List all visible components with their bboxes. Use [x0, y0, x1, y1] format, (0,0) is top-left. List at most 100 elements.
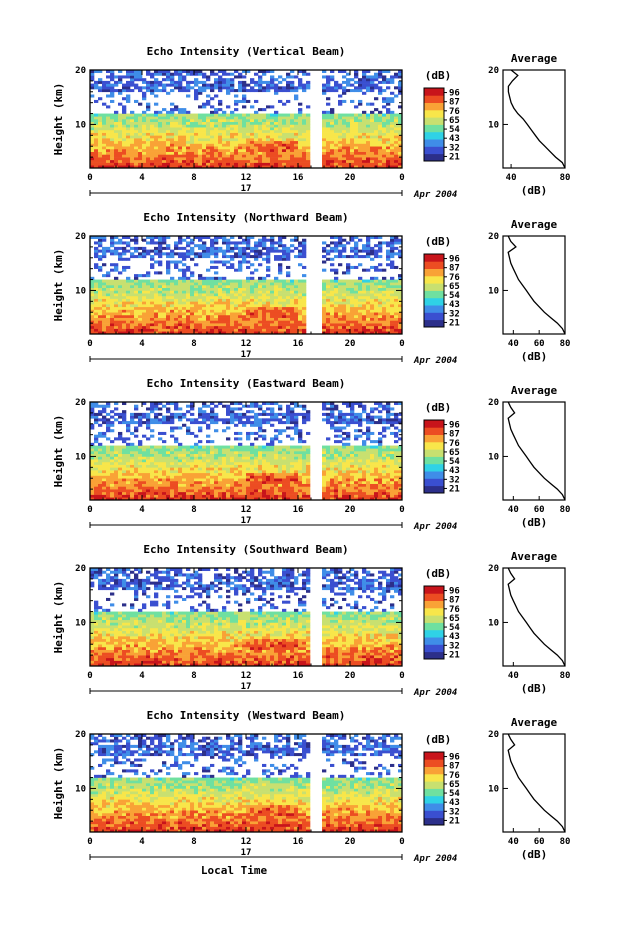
- heatmap-cell: [178, 108, 183, 112]
- heatmap-cell: [170, 80, 175, 84]
- heatmap-cell: [326, 146, 331, 150]
- heatmap-cell: [326, 290, 331, 294]
- heatmap-cell: [226, 132, 231, 136]
- heatmap-cell: [290, 279, 295, 283]
- heatmap-cell: [242, 279, 247, 283]
- heatmap-cell: [142, 132, 147, 136]
- heatmap-cell: [94, 116, 99, 120]
- heatmap-cell: [302, 320, 307, 324]
- heatmap-cell: [194, 121, 199, 125]
- heatmap-cell: [370, 497, 375, 501]
- heatmap-cell: [98, 143, 103, 147]
- heatmap-cell: [174, 113, 179, 117]
- heatmap-cell: [94, 83, 99, 87]
- x-tick-label: 4: [139, 339, 145, 349]
- heatmap-cell: [226, 72, 231, 76]
- heatmap-cell: [334, 282, 339, 286]
- heatmap-cell: [110, 331, 115, 335]
- heatmap-cell: [90, 290, 95, 294]
- heatmap-cell: [102, 135, 107, 139]
- heatmap-cell: [246, 119, 251, 123]
- heatmap-cell: [202, 287, 207, 291]
- heatmap-cell: [126, 116, 131, 120]
- heatmap-cell: [110, 491, 115, 495]
- heatmap-cell: [230, 146, 235, 150]
- heatmap-cell: [158, 236, 163, 240]
- heatmap-cell: [106, 285, 111, 289]
- heatmap-cell: [142, 491, 147, 495]
- heatmap-cell: [274, 301, 279, 305]
- heatmap-cell: [110, 148, 115, 152]
- y-tick-label: 10: [75, 286, 86, 296]
- heatmap-cell: [330, 328, 335, 332]
- heatmap-cell: [194, 293, 199, 297]
- heatmap-cell: [210, 306, 215, 310]
- heatmap-cell: [374, 320, 379, 324]
- heatmap-cell: [94, 121, 99, 125]
- heatmap-cell: [214, 162, 219, 166]
- heatmap-cell: [286, 146, 291, 150]
- heatmap-cell: [230, 143, 235, 147]
- heatmap-cell: [110, 116, 115, 120]
- heatmap-cell: [194, 325, 199, 329]
- heatmap-cell: [158, 486, 163, 490]
- heatmap-cell: [150, 91, 155, 95]
- heatmap-cell: [358, 312, 363, 316]
- heatmap-cell: [254, 298, 259, 302]
- heatmap-cell: [290, 323, 295, 327]
- heatmap-cell: [258, 70, 263, 74]
- heatmap-cell: [234, 157, 239, 161]
- heatmap-cell: [382, 162, 387, 166]
- heatmap-cell: [266, 483, 271, 487]
- heatmap-cell: [322, 290, 327, 294]
- heatmap-cell: [90, 157, 95, 161]
- heatmap-cell: [358, 317, 363, 321]
- heatmap-cell: [294, 89, 299, 93]
- heatmap-cell: [330, 113, 335, 117]
- heatmap-cell: [202, 314, 207, 318]
- heatmap-cell: [218, 304, 223, 308]
- heatmap-cell: [194, 154, 199, 158]
- heatmap-cell: [374, 323, 379, 327]
- heatmap-cell: [122, 489, 127, 493]
- heatmap-cell: [282, 162, 287, 166]
- heatmap-cell: [214, 78, 219, 82]
- heatmap-cell: [110, 127, 115, 131]
- heatmap-cell: [354, 483, 359, 487]
- heatmap-cell: [306, 143, 311, 147]
- panel-1: Echo Intensity (Northward Beam)0 4 8 12 16 20…: [52, 211, 570, 366]
- heatmap-cell: [370, 293, 375, 297]
- heatmap-cell: [342, 143, 347, 147]
- heatmap-cell: [274, 287, 279, 291]
- heatmap-cell: [230, 249, 235, 253]
- heatmap-cell: [362, 80, 367, 84]
- heatmap-cell: [226, 483, 231, 487]
- heatmap-cell: [110, 472, 115, 476]
- heatmap-cell: [262, 116, 267, 120]
- heatmap-cell: [98, 249, 103, 253]
- heatmap-cell: [126, 113, 131, 117]
- heatmap-cell: [278, 279, 283, 283]
- heatmap-cell: [294, 290, 299, 294]
- heatmap-cell: [274, 154, 279, 158]
- heatmap-cell: [114, 236, 119, 240]
- heatmap-cell: [306, 148, 311, 152]
- heatmap-cell: [374, 301, 379, 305]
- heatmap-cell: [174, 140, 179, 144]
- heatmap-cell: [222, 483, 227, 487]
- heatmap-cell: [386, 99, 391, 103]
- heatmap-cell: [334, 157, 339, 161]
- heatmap-cell: [362, 113, 367, 117]
- heatmap-cell: [302, 246, 307, 250]
- heatmap-cell: [142, 290, 147, 294]
- heatmap-cell: [126, 478, 131, 482]
- heatmap-cell: [138, 78, 143, 82]
- heatmap-cell: [342, 138, 347, 142]
- heatmap-cell: [166, 328, 171, 332]
- heatmap-cell: [258, 140, 263, 144]
- heatmap-cell: [386, 298, 391, 302]
- heatmap-cell: [250, 306, 255, 310]
- heatmap-cell: [298, 162, 303, 166]
- heatmap-cell: [222, 494, 227, 498]
- heatmap-cell: [182, 238, 187, 242]
